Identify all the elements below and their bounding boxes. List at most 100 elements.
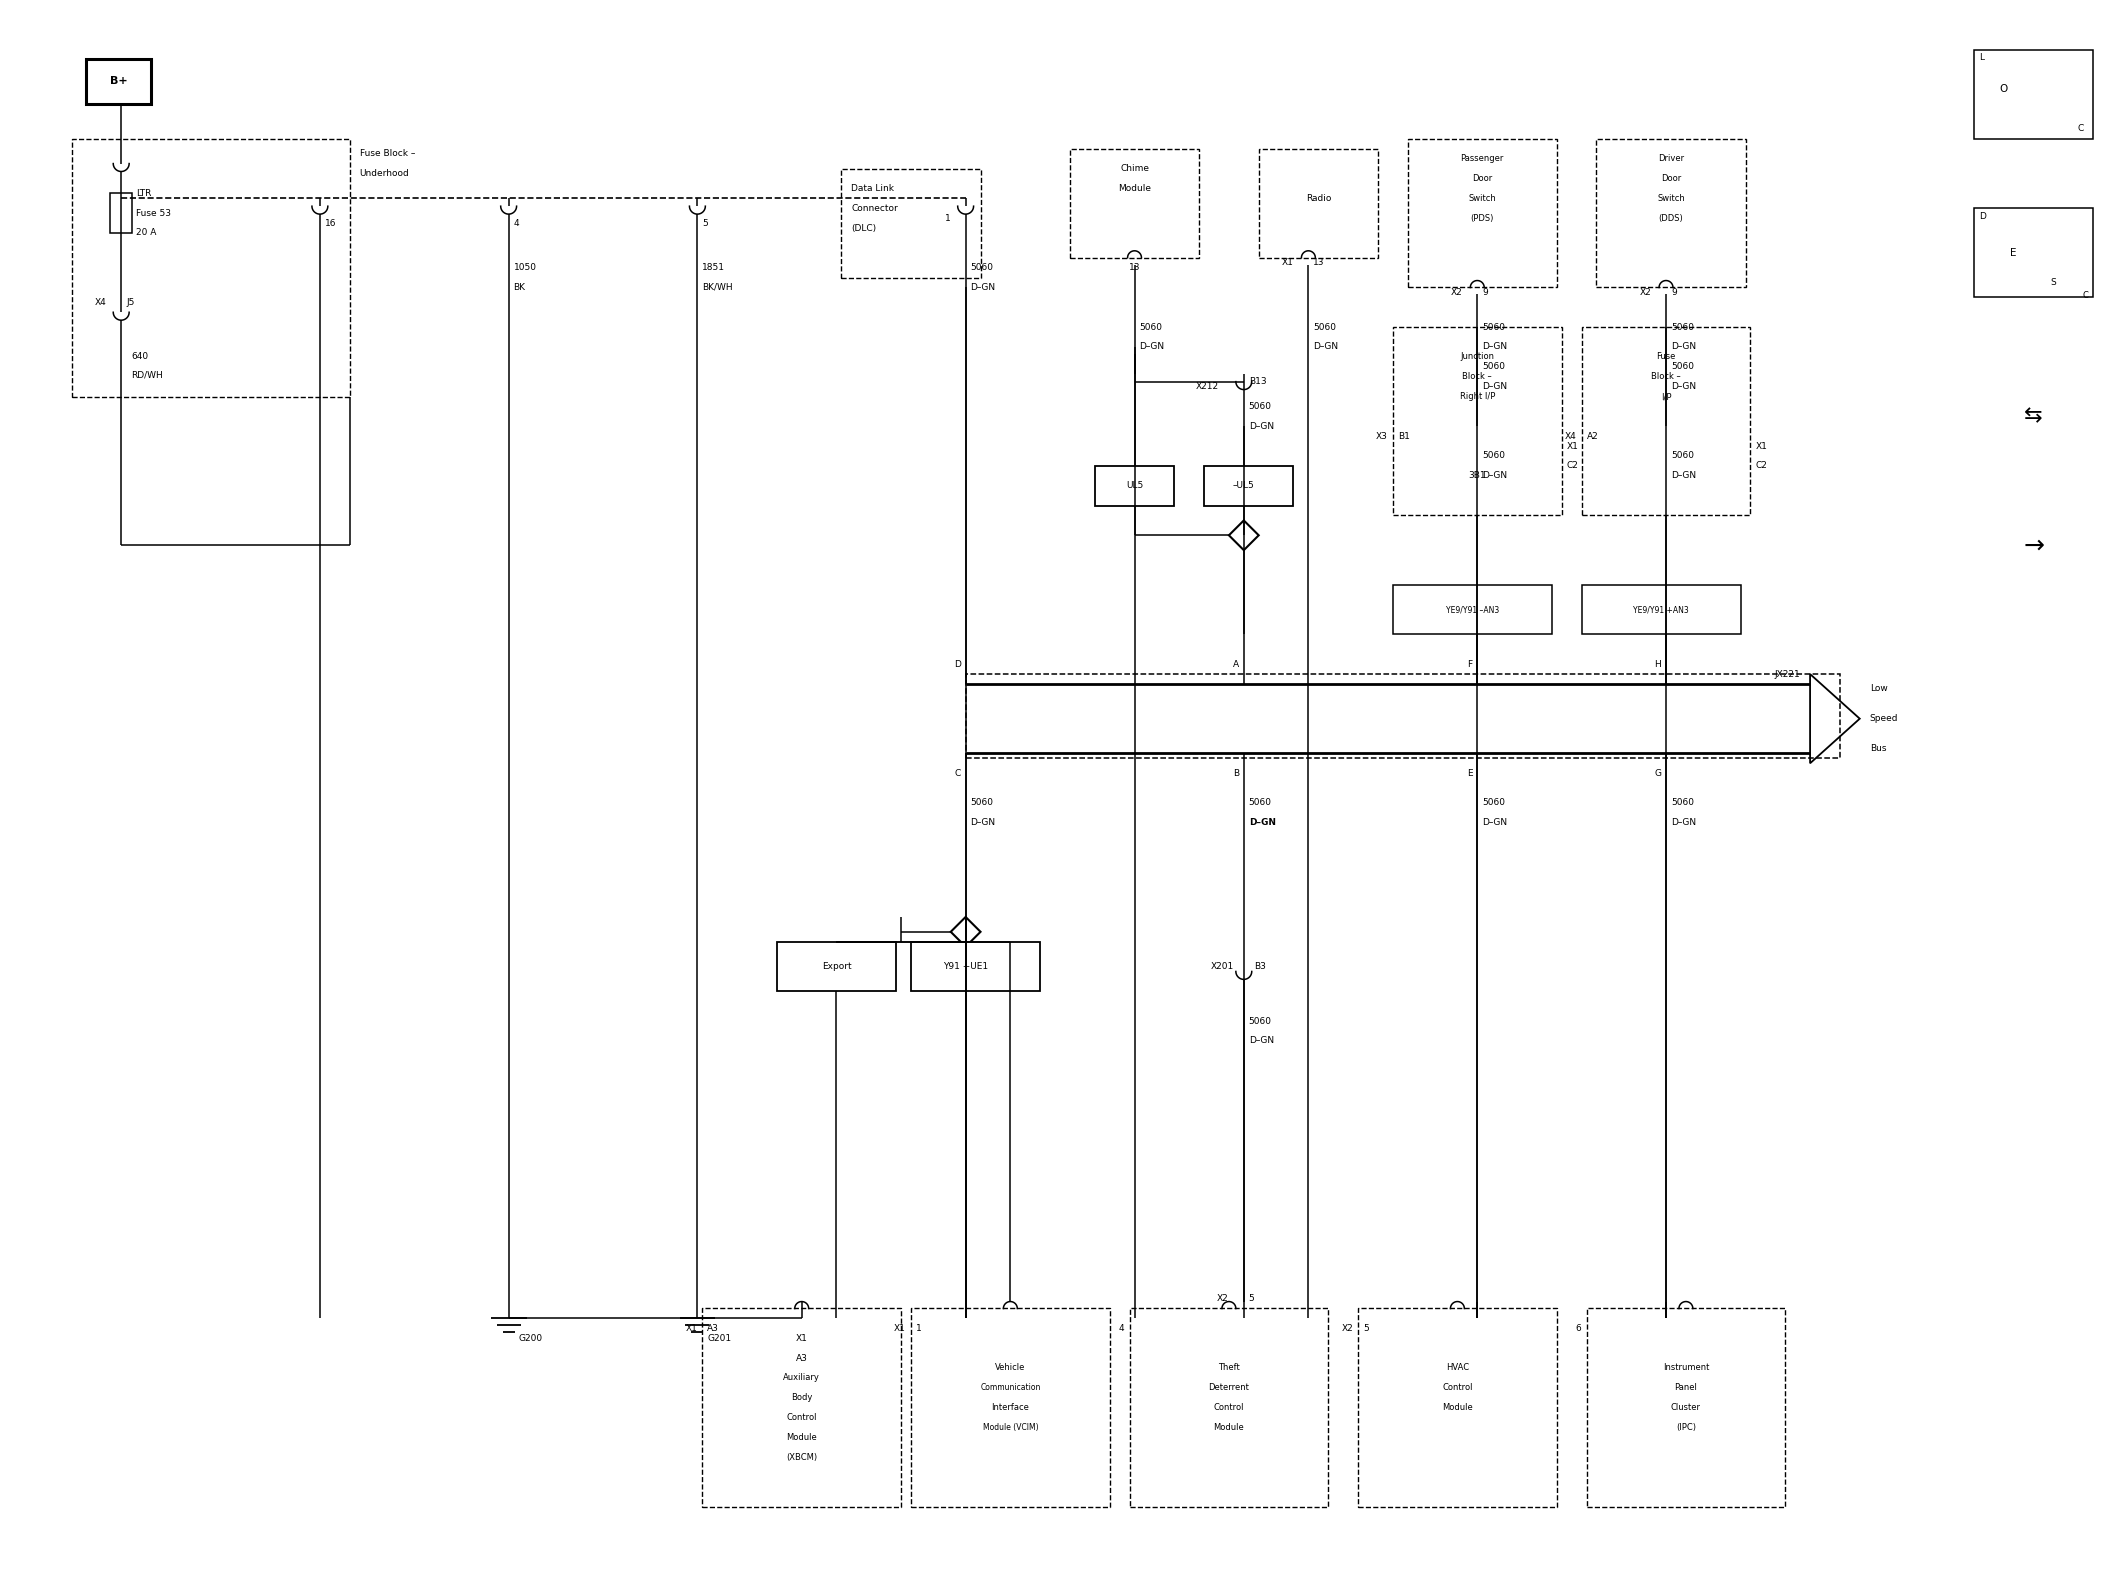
Text: Fuse Block –: Fuse Block – <box>359 150 414 158</box>
Text: Radio: Radio <box>1306 194 1332 202</box>
Text: X1: X1 <box>686 1324 697 1333</box>
Text: D–GN: D–GN <box>1313 342 1338 352</box>
Text: BK: BK <box>514 284 525 292</box>
Text: (IPC): (IPC) <box>1676 1423 1695 1432</box>
Text: Junction: Junction <box>1461 352 1495 362</box>
Text: –UL5: –UL5 <box>1232 481 1255 491</box>
Text: Module (VCIM): Module (VCIM) <box>983 1423 1039 1432</box>
Text: Data Link: Data Link <box>852 183 894 193</box>
Text: 5: 5 <box>1249 1294 1255 1303</box>
Bar <box>110 193 132 233</box>
Bar <box>1408 139 1557 287</box>
Text: 4: 4 <box>514 218 518 228</box>
Bar <box>1130 1308 1328 1507</box>
Text: D–GN: D–GN <box>1672 472 1697 481</box>
Text: D: D <box>1980 212 1986 220</box>
Text: Communication: Communication <box>979 1383 1041 1392</box>
Text: S: S <box>2050 279 2056 287</box>
Text: B3: B3 <box>1253 962 1266 972</box>
Text: Control: Control <box>1213 1403 1245 1411</box>
Text: D–GN: D–GN <box>1672 342 1697 352</box>
Text: X4: X4 <box>96 298 106 307</box>
Text: F: F <box>1468 660 1472 669</box>
Bar <box>911 941 1041 991</box>
Text: (PDS): (PDS) <box>1470 213 1493 223</box>
Text: O: O <box>1999 84 2007 94</box>
Text: Connector: Connector <box>852 204 898 213</box>
Text: B13: B13 <box>1249 378 1266 386</box>
Text: Driver: Driver <box>1659 155 1684 162</box>
Text: UL5: UL5 <box>1126 481 1143 491</box>
Text: 5060: 5060 <box>1672 362 1695 371</box>
Text: G: G <box>1655 769 1661 777</box>
Text: 5060: 5060 <box>1672 451 1695 460</box>
Text: X2: X2 <box>1451 288 1461 296</box>
Text: (XBCM): (XBCM) <box>786 1453 818 1462</box>
Text: 5060: 5060 <box>1249 1016 1272 1026</box>
Text: JX221: JX221 <box>1774 669 1801 679</box>
Text: 5: 5 <box>1364 1324 1368 1333</box>
Bar <box>1973 209 2094 298</box>
Text: D–GN: D–GN <box>971 284 996 292</box>
Text: Control: Control <box>786 1413 818 1423</box>
Text: 5060: 5060 <box>1483 798 1506 808</box>
Bar <box>911 1308 1109 1507</box>
Text: Cluster: Cluster <box>1672 1403 1701 1411</box>
Text: Fuse: Fuse <box>1657 352 1676 362</box>
Text: 6: 6 <box>1576 1324 1582 1333</box>
Text: E: E <box>2011 249 2018 258</box>
Text: 9: 9 <box>1483 288 1489 296</box>
Text: 5060: 5060 <box>1249 798 1272 808</box>
Text: D–GN: D–GN <box>1672 819 1697 827</box>
Text: 3B1: 3B1 <box>1468 472 1487 481</box>
Text: X2: X2 <box>1640 288 1650 296</box>
Text: 640: 640 <box>132 352 149 362</box>
Bar <box>1393 327 1561 516</box>
Text: 1851: 1851 <box>703 263 726 272</box>
Text: X2: X2 <box>1342 1324 1353 1333</box>
Text: 1: 1 <box>915 1324 922 1333</box>
Text: 4: 4 <box>1119 1324 1124 1333</box>
Text: Vehicle: Vehicle <box>996 1364 1026 1373</box>
Text: Underhood: Underhood <box>359 169 410 178</box>
Bar <box>703 1308 901 1507</box>
Text: H: H <box>1655 660 1661 669</box>
Text: D–GN: D–GN <box>1249 819 1277 827</box>
Text: X1: X1 <box>894 1324 907 1333</box>
Text: 5060: 5060 <box>971 798 994 808</box>
Bar <box>966 674 1839 758</box>
Text: X1: X1 <box>796 1333 807 1343</box>
Text: 5060: 5060 <box>1672 798 1695 808</box>
Bar <box>841 169 981 277</box>
Text: X4: X4 <box>1565 432 1576 441</box>
Text: X1: X1 <box>1754 441 1767 451</box>
Text: A3: A3 <box>707 1324 720 1333</box>
Bar <box>1357 1308 1557 1507</box>
Text: D–GN: D–GN <box>1483 819 1508 827</box>
Text: A: A <box>1232 660 1238 669</box>
Text: 5060: 5060 <box>1483 323 1506 331</box>
Text: RD/WH: RD/WH <box>132 370 164 379</box>
Text: C2: C2 <box>1568 462 1578 470</box>
Text: Theft: Theft <box>1217 1364 1240 1373</box>
Text: J5: J5 <box>125 298 134 307</box>
Text: 5060: 5060 <box>1138 323 1162 331</box>
Text: Low: Low <box>1869 685 1888 693</box>
Text: 1: 1 <box>945 213 952 223</box>
Text: Module: Module <box>786 1432 818 1442</box>
Text: Module: Module <box>1213 1423 1245 1432</box>
Text: B1: B1 <box>1398 432 1410 441</box>
Text: 5060: 5060 <box>1483 362 1506 371</box>
Text: Control: Control <box>1442 1383 1472 1392</box>
Text: Switch: Switch <box>1657 194 1684 202</box>
Text: YE9/Y91 –AN3: YE9/Y91 –AN3 <box>1446 605 1500 615</box>
Text: HVAC: HVAC <box>1446 1364 1470 1373</box>
Bar <box>1204 465 1294 505</box>
Text: 5060: 5060 <box>1483 451 1506 460</box>
Text: YE9/Y91 +AN3: YE9/Y91 +AN3 <box>1633 605 1689 615</box>
Text: Export: Export <box>822 962 852 972</box>
Bar <box>72 139 350 397</box>
Text: C: C <box>954 769 960 777</box>
Text: G201: G201 <box>707 1333 731 1343</box>
Text: X212: X212 <box>1196 382 1219 392</box>
